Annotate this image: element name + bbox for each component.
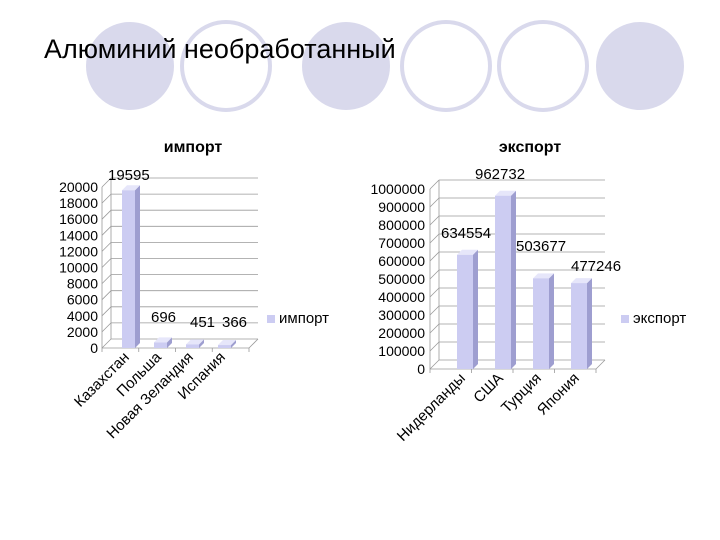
export-y-tick-label: 1000000 xyxy=(370,181,425,197)
export-bar-side xyxy=(549,273,554,369)
export-grid-slant xyxy=(429,179,440,190)
export-bar xyxy=(533,278,549,369)
export-y-tick-label: 700000 xyxy=(378,235,425,251)
export-y-tick-label: 900000 xyxy=(378,199,425,215)
export-grid-slant xyxy=(429,359,440,370)
import-bar xyxy=(186,344,199,348)
export-y-tick-label: 300000 xyxy=(378,307,425,323)
import-y-tick-label: 12000 xyxy=(59,243,98,259)
export-y-tick-label: 800000 xyxy=(378,217,425,233)
export-bar-side xyxy=(511,190,516,369)
export-bar-top xyxy=(571,278,592,284)
export-bar-top xyxy=(533,273,554,279)
import-y-tick-label: 6000 xyxy=(67,292,98,308)
import-y-tick-label: 16000 xyxy=(59,211,98,227)
export-bar-top xyxy=(495,190,516,196)
import-grid-slant xyxy=(101,290,112,300)
export-y-tick-label: 400000 xyxy=(378,289,425,305)
export-data-label: 503677 xyxy=(516,238,566,255)
export-data-label: 962732 xyxy=(475,166,525,183)
import-grid-slant xyxy=(101,177,112,188)
import-grid-slant xyxy=(101,209,112,220)
import-legend-swatch xyxy=(267,315,275,323)
decor-circle-6 xyxy=(596,22,684,110)
export-chart-title: экспорт xyxy=(499,139,562,156)
decor-circle-4 xyxy=(400,20,492,112)
export-bar xyxy=(457,254,473,369)
import-bar-side xyxy=(199,339,204,348)
export-grid-slant xyxy=(429,287,440,298)
import-bar-top xyxy=(186,339,204,345)
import-grid-slant xyxy=(101,338,112,349)
import-y-tick-label: 18000 xyxy=(59,195,98,211)
decor-circle-2 xyxy=(180,20,272,112)
export-grid-slant xyxy=(429,233,440,244)
decor-circle-3 xyxy=(302,22,390,110)
import-data-label: 451 xyxy=(190,314,215,331)
export-y-tick-label: 600000 xyxy=(378,253,425,269)
export-floor-edge xyxy=(595,359,606,370)
export-y-tick-label: 0 xyxy=(417,361,425,377)
export-bar xyxy=(495,195,511,369)
export-grid-slant xyxy=(429,305,440,316)
export-grid-slant xyxy=(429,323,440,334)
export-grid-slant xyxy=(429,341,440,352)
export-y-tick-label: 100000 xyxy=(378,343,425,359)
import-y-tick-label: 4000 xyxy=(67,308,98,324)
import-y-tick-label: 8000 xyxy=(67,276,98,292)
decor-circle-1 xyxy=(86,22,174,110)
export-bar xyxy=(571,283,587,369)
export-grid-slant xyxy=(429,215,440,226)
export-data-label: 477246 xyxy=(571,258,621,275)
export-bar-side xyxy=(587,278,592,369)
export-legend-swatch xyxy=(621,315,629,323)
import-y-tick-label: 14000 xyxy=(59,227,98,243)
export-bar-side xyxy=(473,249,478,369)
import-grid-slant xyxy=(101,242,112,252)
export-bar-top xyxy=(457,249,478,255)
export-category-label: Япония xyxy=(534,370,583,419)
import-floor-edge xyxy=(248,338,259,349)
import-grid-slant xyxy=(101,306,112,317)
import-grid-slant xyxy=(101,322,112,333)
import-y-tick-label: 2000 xyxy=(67,324,98,340)
export-y-tick-label: 200000 xyxy=(378,325,425,341)
import-data-label: 19595 xyxy=(108,167,150,184)
export-category-label: Нидерланды xyxy=(394,370,469,445)
import-grid-slant xyxy=(101,193,112,204)
import-grid-slant xyxy=(101,258,112,268)
import-y-tick-label: 0 xyxy=(90,340,98,356)
export-grid-slant xyxy=(429,251,440,262)
import-bar-side xyxy=(231,340,236,348)
import-bar-side xyxy=(167,337,172,348)
import-grid-slant xyxy=(101,274,112,284)
export-grid-slant xyxy=(429,269,440,280)
import-grid-slant xyxy=(101,226,112,236)
import-data-label: 366 xyxy=(222,314,247,331)
import-bar-top xyxy=(154,337,172,343)
import-bar-top xyxy=(122,185,140,191)
export-legend-label: экспорт xyxy=(633,310,686,327)
import-bar xyxy=(218,345,231,348)
export-y-tick-label: 500000 xyxy=(378,271,425,287)
decor-circle-5 xyxy=(497,20,589,112)
import-chart-title: импорт xyxy=(164,139,223,156)
import-bar-top xyxy=(218,340,236,346)
import-legend-label: импорт xyxy=(279,310,329,327)
import-bar-side xyxy=(135,185,140,348)
import-bar xyxy=(122,190,135,348)
slide-title: Алюминий необработанный xyxy=(44,34,396,64)
import-y-tick-label: 20000 xyxy=(59,179,98,195)
export-grid-slant xyxy=(429,197,440,208)
import-y-tick-label: 10000 xyxy=(59,260,98,276)
import-bar xyxy=(154,342,167,348)
import-data-label: 696 xyxy=(151,309,176,326)
export-data-label: 634554 xyxy=(441,225,491,242)
